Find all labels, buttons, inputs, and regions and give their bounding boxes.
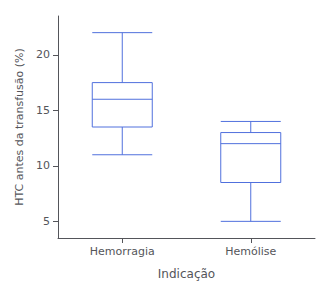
svg-text:Hemólise: Hemólise bbox=[225, 245, 276, 258]
svg-text:20: 20 bbox=[36, 48, 50, 61]
svg-text:Hemorragia: Hemorragia bbox=[90, 245, 155, 258]
svg-text:HTC antes da transfusão (%): HTC antes da transfusão (%) bbox=[13, 48, 26, 206]
svg-text:15: 15 bbox=[36, 104, 50, 117]
svg-text:Indicação: Indicação bbox=[158, 267, 215, 281]
svg-text:10: 10 bbox=[36, 159, 50, 172]
svg-text:5: 5 bbox=[43, 215, 50, 228]
